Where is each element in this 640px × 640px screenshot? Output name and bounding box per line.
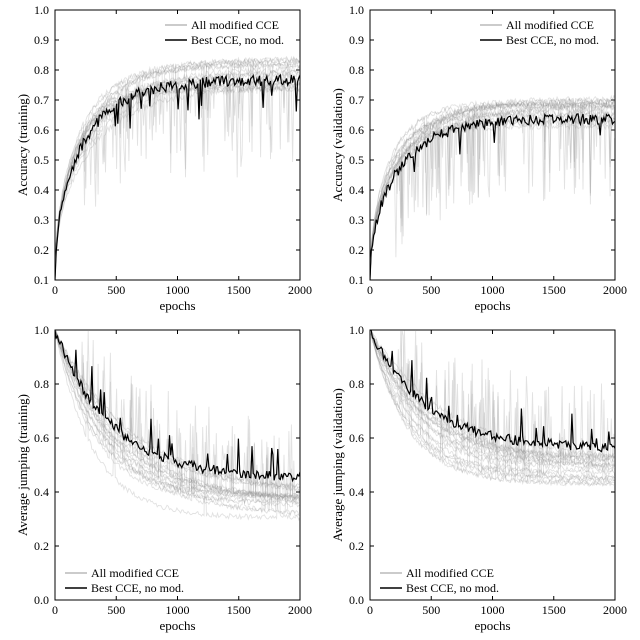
legend: All modified CCEBest CCE, no mod. xyxy=(476,14,611,48)
legend-label: All modified CCE xyxy=(406,566,494,580)
svg-text:0.6: 0.6 xyxy=(349,431,364,445)
svg-text:1500: 1500 xyxy=(227,603,251,617)
series-black xyxy=(55,75,300,280)
x-axis-label: epochs xyxy=(474,298,510,313)
series-gray xyxy=(370,102,615,280)
y-axis-label: Average jumping (validation) xyxy=(330,388,345,542)
legend: All modified CCEBest CCE, no mod. xyxy=(161,14,296,48)
panel-p01: 0 500 1000 1500 2000 0.1 0.2 0.3 0.4 0.5 0.6 0.7 0.8… xyxy=(330,5,640,320)
svg-text:2000: 2000 xyxy=(603,283,627,297)
svg-text:2000: 2000 xyxy=(288,283,312,297)
svg-text:0.4: 0.4 xyxy=(349,485,364,499)
legend-label: Best CCE, no mod. xyxy=(91,581,184,595)
svg-text:0.5: 0.5 xyxy=(34,153,49,167)
svg-text:0.5: 0.5 xyxy=(349,153,364,167)
x-axis-label: epochs xyxy=(159,618,195,633)
svg-text:0.1: 0.1 xyxy=(34,273,49,287)
chart-panel: 0 500 1000 1500 2000 0.0 0.2 0.4 0.6 0.8 1.0 epochs… xyxy=(15,325,330,640)
svg-text:1.0: 1.0 xyxy=(349,5,364,17)
y-axis-label: Average jumping (training) xyxy=(15,394,30,536)
legend-label: Best CCE, no mod. xyxy=(506,33,599,47)
svg-text:1.0: 1.0 xyxy=(349,325,364,337)
svg-text:0.2: 0.2 xyxy=(349,539,364,553)
svg-text:0.8: 0.8 xyxy=(34,377,49,391)
svg-text:1000: 1000 xyxy=(166,283,190,297)
svg-text:0: 0 xyxy=(367,283,373,297)
legend-label: All modified CCE xyxy=(506,18,594,32)
svg-text:0.4: 0.4 xyxy=(34,183,49,197)
svg-text:0.9: 0.9 xyxy=(349,33,364,47)
svg-text:500: 500 xyxy=(107,283,125,297)
svg-text:1000: 1000 xyxy=(481,603,505,617)
panel-p10: 0 500 1000 1500 2000 0.0 0.2 0.4 0.6 0.8 1.0 epochs… xyxy=(15,325,330,640)
svg-text:0.0: 0.0 xyxy=(34,593,49,607)
legend-label: All modified CCE xyxy=(91,566,179,580)
legend-label: All modified CCE xyxy=(191,18,279,32)
svg-text:500: 500 xyxy=(107,603,125,617)
svg-text:0.6: 0.6 xyxy=(34,123,49,137)
svg-text:0.0: 0.0 xyxy=(349,593,364,607)
panel-p00: 0 500 1000 1500 2000 0.1 0.2 0.3 0.4 0.5 0.6 0.7 0.8… xyxy=(15,5,330,320)
svg-text:1000: 1000 xyxy=(166,603,190,617)
svg-text:0.8: 0.8 xyxy=(34,63,49,77)
legend-label: Best CCE, no mod. xyxy=(406,581,499,595)
svg-text:0.8: 0.8 xyxy=(349,63,364,77)
svg-text:0.4: 0.4 xyxy=(349,183,364,197)
y-axis-label: Accuracy (validation) xyxy=(330,88,345,202)
svg-text:0: 0 xyxy=(367,603,373,617)
svg-text:0.2: 0.2 xyxy=(34,243,49,257)
svg-text:1500: 1500 xyxy=(542,283,566,297)
chart-panel: 0 500 1000 1500 2000 0.1 0.2 0.3 0.4 0.5 0.6 0.7 0.8… xyxy=(330,5,640,320)
svg-text:0.9: 0.9 xyxy=(34,33,49,47)
svg-text:0.7: 0.7 xyxy=(349,93,364,107)
svg-text:0.8: 0.8 xyxy=(349,377,364,391)
svg-text:0: 0 xyxy=(52,603,58,617)
chart-panel: 0 500 1000 1500 2000 0.0 0.2 0.4 0.6 0.8 1.0 epochs… xyxy=(330,325,640,640)
svg-text:2000: 2000 xyxy=(603,603,627,617)
svg-text:0.7: 0.7 xyxy=(34,93,49,107)
svg-text:0.4: 0.4 xyxy=(34,485,49,499)
svg-text:0.2: 0.2 xyxy=(349,243,364,257)
svg-text:1500: 1500 xyxy=(542,603,566,617)
legend-label: Best CCE, no mod. xyxy=(191,33,284,47)
svg-text:0.3: 0.3 xyxy=(349,213,364,227)
svg-text:0.3: 0.3 xyxy=(34,213,49,227)
svg-text:1.0: 1.0 xyxy=(34,325,49,337)
svg-text:2000: 2000 xyxy=(288,603,312,617)
svg-text:0.6: 0.6 xyxy=(34,431,49,445)
svg-text:500: 500 xyxy=(422,283,440,297)
panel-p11: 0 500 1000 1500 2000 0.0 0.2 0.4 0.6 0.8 1.0 epochs… xyxy=(330,325,640,640)
svg-text:1000: 1000 xyxy=(481,283,505,297)
svg-text:0.1: 0.1 xyxy=(349,273,364,287)
svg-text:0: 0 xyxy=(52,283,58,297)
svg-text:0.6: 0.6 xyxy=(349,123,364,137)
svg-text:500: 500 xyxy=(422,603,440,617)
svg-text:1.0: 1.0 xyxy=(34,5,49,17)
legend: All modified CCEBest CCE, no mod. xyxy=(376,562,511,596)
svg-text:1500: 1500 xyxy=(227,283,251,297)
x-axis-label: epochs xyxy=(474,618,510,633)
x-axis-label: epochs xyxy=(159,298,195,313)
legend: All modified CCEBest CCE, no mod. xyxy=(61,562,196,596)
y-axis-label: Accuracy (training) xyxy=(15,94,30,196)
svg-text:0.2: 0.2 xyxy=(34,539,49,553)
chart-panel: 0 500 1000 1500 2000 0.1 0.2 0.3 0.4 0.5 0.6 0.7 0.8… xyxy=(15,5,330,320)
